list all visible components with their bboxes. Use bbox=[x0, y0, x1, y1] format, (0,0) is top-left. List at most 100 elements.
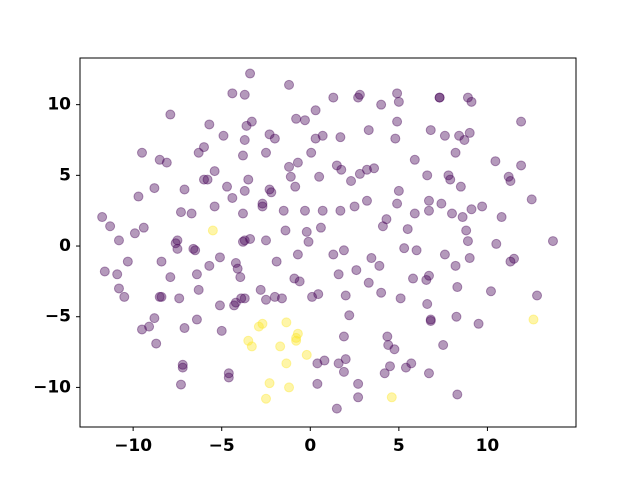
point bbox=[223, 372, 234, 383]
point bbox=[516, 160, 527, 171]
point bbox=[232, 263, 243, 274]
point bbox=[461, 225, 472, 236]
point bbox=[284, 382, 295, 393]
point bbox=[241, 120, 252, 131]
point bbox=[383, 340, 394, 350]
point bbox=[199, 174, 209, 185]
point bbox=[425, 315, 436, 326]
point bbox=[385, 361, 395, 372]
point bbox=[528, 314, 539, 325]
point bbox=[112, 269, 123, 280]
point bbox=[292, 328, 303, 339]
y-tick-label: 0 bbox=[59, 236, 71, 256]
point bbox=[161, 157, 172, 168]
point bbox=[179, 184, 190, 195]
point bbox=[257, 318, 268, 329]
point bbox=[144, 321, 155, 332]
point bbox=[317, 130, 328, 141]
point bbox=[425, 125, 436, 136]
point bbox=[346, 176, 357, 186]
point bbox=[376, 287, 387, 298]
point bbox=[421, 274, 432, 285]
point bbox=[393, 96, 404, 107]
point bbox=[464, 253, 475, 264]
point bbox=[363, 125, 374, 136]
point bbox=[193, 147, 204, 158]
point bbox=[395, 293, 406, 304]
y-tick-label: −10 bbox=[33, 377, 71, 397]
point bbox=[214, 252, 225, 263]
x-tick-label: −5 bbox=[209, 436, 235, 456]
point bbox=[310, 133, 321, 144]
point bbox=[490, 156, 501, 167]
point bbox=[156, 256, 167, 267]
point bbox=[314, 171, 325, 182]
point bbox=[374, 260, 385, 271]
point bbox=[165, 109, 176, 120]
point bbox=[261, 235, 271, 246]
point bbox=[207, 225, 218, 236]
y-tick-label: −5 bbox=[45, 307, 71, 327]
point bbox=[503, 171, 514, 182]
point bbox=[230, 297, 241, 308]
point bbox=[351, 265, 362, 276]
point bbox=[292, 157, 303, 168]
point bbox=[452, 282, 463, 293]
point bbox=[253, 321, 264, 332]
point bbox=[454, 130, 465, 141]
point bbox=[113, 235, 124, 246]
point bbox=[291, 332, 302, 343]
point bbox=[389, 344, 400, 355]
point bbox=[204, 260, 215, 271]
point bbox=[291, 113, 302, 124]
point bbox=[319, 355, 330, 366]
point bbox=[422, 170, 433, 181]
point bbox=[423, 270, 434, 281]
point bbox=[149, 313, 160, 324]
point bbox=[423, 205, 434, 216]
point bbox=[105, 221, 116, 232]
point bbox=[338, 366, 349, 377]
point bbox=[438, 340, 449, 350]
point bbox=[390, 133, 401, 144]
point bbox=[376, 99, 387, 110]
point bbox=[392, 198, 403, 209]
point bbox=[133, 191, 144, 202]
point bbox=[179, 323, 190, 334]
point bbox=[222, 181, 233, 192]
point bbox=[439, 249, 450, 260]
point bbox=[392, 88, 403, 99]
point bbox=[336, 164, 347, 175]
point bbox=[191, 314, 202, 325]
point bbox=[366, 253, 377, 264]
point bbox=[190, 245, 201, 256]
point bbox=[239, 185, 250, 196]
point bbox=[172, 235, 183, 246]
point bbox=[281, 358, 292, 369]
point bbox=[202, 174, 213, 185]
y-tick-label: 5 bbox=[59, 165, 71, 185]
point bbox=[299, 115, 310, 126]
x-tick-label: −10 bbox=[114, 436, 152, 456]
point bbox=[278, 205, 289, 216]
point bbox=[266, 187, 277, 198]
point bbox=[333, 358, 344, 369]
point bbox=[312, 378, 323, 389]
plot-frame bbox=[79, 57, 577, 428]
point bbox=[261, 147, 271, 158]
point bbox=[284, 161, 295, 172]
point bbox=[466, 204, 477, 215]
point bbox=[392, 116, 403, 127]
point bbox=[335, 132, 346, 143]
point bbox=[505, 176, 516, 186]
point bbox=[229, 300, 240, 311]
point bbox=[264, 184, 275, 195]
point bbox=[289, 273, 300, 284]
point bbox=[423, 195, 434, 206]
point bbox=[434, 92, 445, 103]
point bbox=[307, 291, 318, 302]
y-tick-label: 10 bbox=[47, 95, 71, 115]
point bbox=[291, 335, 302, 346]
point bbox=[122, 256, 133, 267]
